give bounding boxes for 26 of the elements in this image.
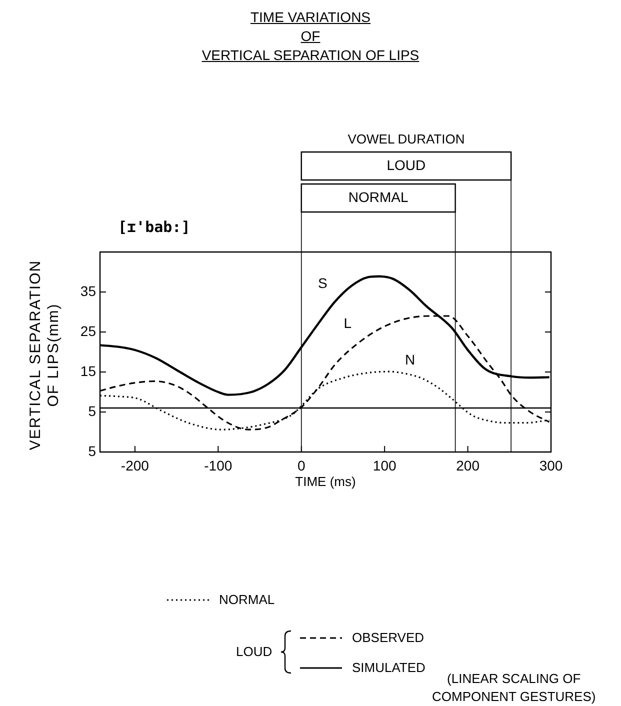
text: LOUD [386,156,426,173]
y-axis-title: VERTICAL SEPARATION OF LIPS(mm) [27,258,63,452]
chart-title: TIME VARIATIONS OF VERTICAL SEPARATION OF LIPS [200,8,420,65]
annotation: L [344,314,352,331]
annotation: N [404,351,416,368]
text: VOWEL DURATION [348,132,465,147]
annotation: S [318,274,328,291]
legend-label: NORMAL [219,592,275,607]
text: NORMAL [348,188,408,205]
x-axis-title: TIME (ms) [295,474,356,489]
y-tick-label: 35 [80,282,96,299]
x-tick-label: 100 [372,457,396,474]
legend-label: SIMULATED [352,660,426,675]
y-tick-label: 25 [80,322,96,339]
y-tick-label: 15 [80,362,96,379]
x-tick-label: 0 [297,457,306,474]
text: LOUD [236,644,272,659]
x-tick-label: 200 [456,457,480,474]
y-tick-label: 5 [88,442,96,459]
legend-label: OBSERVED [352,630,424,645]
y-tick-label: 5 [88,402,96,419]
x-tick-label: -200 [120,457,150,474]
x-tick-label: -100 [204,457,232,474]
x-tick-label: 300 [539,457,563,474]
text: [ɪ'bab:] [118,218,190,236]
text: (LINEAR SCALING OF COMPONENT GESTURES) [432,670,596,706]
